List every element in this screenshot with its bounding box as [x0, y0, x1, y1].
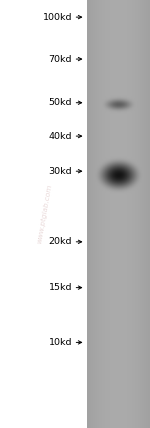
Text: www.ptglab.com: www.ptglab.com: [37, 184, 53, 244]
Text: 20kd: 20kd: [48, 237, 72, 247]
Text: 10kd: 10kd: [48, 338, 72, 347]
Text: 15kd: 15kd: [48, 283, 72, 292]
Text: 100kd: 100kd: [42, 12, 72, 22]
Text: 30kd: 30kd: [48, 166, 72, 176]
Text: 40kd: 40kd: [48, 131, 72, 141]
Text: 50kd: 50kd: [48, 98, 72, 107]
Text: 70kd: 70kd: [48, 54, 72, 64]
